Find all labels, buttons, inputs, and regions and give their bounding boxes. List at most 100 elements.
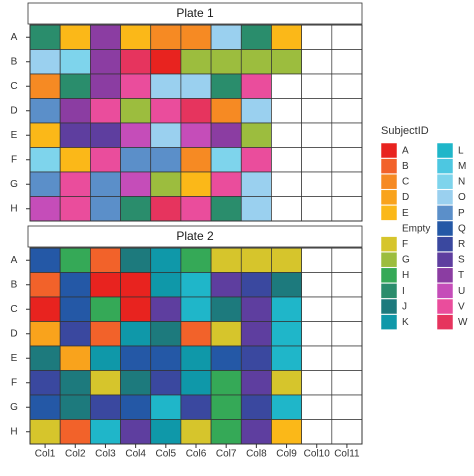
legend-key [436, 220, 454, 237]
tile [180, 370, 212, 396]
tile [29, 49, 61, 75]
tile [240, 196, 272, 222]
legend-key [436, 142, 454, 159]
legend-label: A [402, 145, 409, 156]
tile [90, 171, 121, 197]
tile [240, 296, 272, 322]
legend-key [380, 205, 398, 221]
legend-label: P [458, 208, 465, 219]
legend-key [380, 173, 398, 190]
x-tick-label: Col2 [65, 449, 86, 460]
x-tick-label: Col7 [216, 449, 237, 460]
legend-label: R [458, 239, 465, 250]
legend-label: G [402, 255, 410, 266]
tile [331, 122, 363, 148]
tile [331, 49, 363, 75]
tile [301, 73, 333, 99]
tile [210, 73, 242, 99]
tile [59, 196, 91, 222]
tile [29, 196, 61, 222]
y-tick-label: E [11, 353, 18, 364]
tile [90, 419, 121, 445]
legend-key [436, 314, 454, 330]
tile [150, 345, 182, 371]
tile [90, 321, 121, 347]
tile [90, 272, 121, 298]
legend-key [380, 314, 398, 330]
legend-label: L [458, 145, 464, 156]
tile [120, 24, 152, 50]
legend-label: O [458, 192, 466, 203]
y-tick-label: B [11, 279, 18, 290]
legend-key [436, 267, 454, 284]
tile [180, 296, 212, 322]
tile [271, 73, 302, 99]
tile [150, 98, 182, 124]
panel-border [29, 24, 363, 222]
tile [271, 24, 302, 50]
tile [59, 24, 91, 50]
tile [210, 49, 242, 75]
tile [210, 122, 242, 148]
tile [301, 24, 333, 50]
tile [180, 272, 212, 298]
tile [120, 394, 152, 420]
tile [180, 394, 212, 420]
tile [120, 147, 152, 173]
tile [59, 73, 91, 99]
tile [120, 196, 152, 222]
tile [210, 196, 242, 222]
tile [120, 171, 152, 197]
tile [180, 98, 212, 124]
strip [27, 225, 363, 248]
tile [271, 345, 302, 371]
tile [120, 49, 152, 75]
tile [301, 394, 333, 420]
tile [271, 147, 302, 173]
tile [150, 419, 182, 445]
tile [90, 73, 121, 99]
legend-key [380, 267, 398, 284]
y-tick-label: E [11, 130, 18, 141]
tile [29, 394, 61, 420]
tile [59, 321, 91, 347]
y-tick-label: D [10, 328, 17, 339]
tile [301, 272, 333, 298]
legend-label: I [402, 286, 405, 297]
tile [29, 419, 61, 445]
y-tick-label: D [10, 105, 17, 116]
tile [271, 370, 302, 396]
plate-title: Plate 1 [176, 6, 214, 20]
tile [180, 247, 212, 273]
tile [59, 171, 91, 197]
legend-label: M [458, 161, 466, 172]
y-tick-label: G [10, 402, 18, 413]
legend-key [436, 189, 454, 206]
tile [271, 122, 302, 148]
legend-key [436, 298, 454, 315]
legend-label: Q [458, 223, 466, 234]
tile [210, 272, 242, 298]
tile [59, 147, 91, 173]
tile [240, 247, 272, 273]
tile [180, 321, 212, 347]
tile [150, 296, 182, 322]
tile [331, 247, 363, 273]
tile [331, 272, 363, 298]
y-tick-label: F [11, 154, 17, 165]
tile [180, 171, 212, 197]
tile [180, 345, 212, 371]
legend-key [436, 158, 454, 174]
legend-label: D [402, 192, 409, 203]
strip [27, 2, 363, 25]
tile [331, 370, 363, 396]
tile [240, 122, 272, 148]
tile [59, 370, 91, 396]
tile [120, 272, 152, 298]
tile [150, 394, 182, 420]
legend-key [380, 158, 398, 174]
tile [271, 321, 302, 347]
tile [29, 147, 61, 173]
tile [240, 24, 272, 50]
